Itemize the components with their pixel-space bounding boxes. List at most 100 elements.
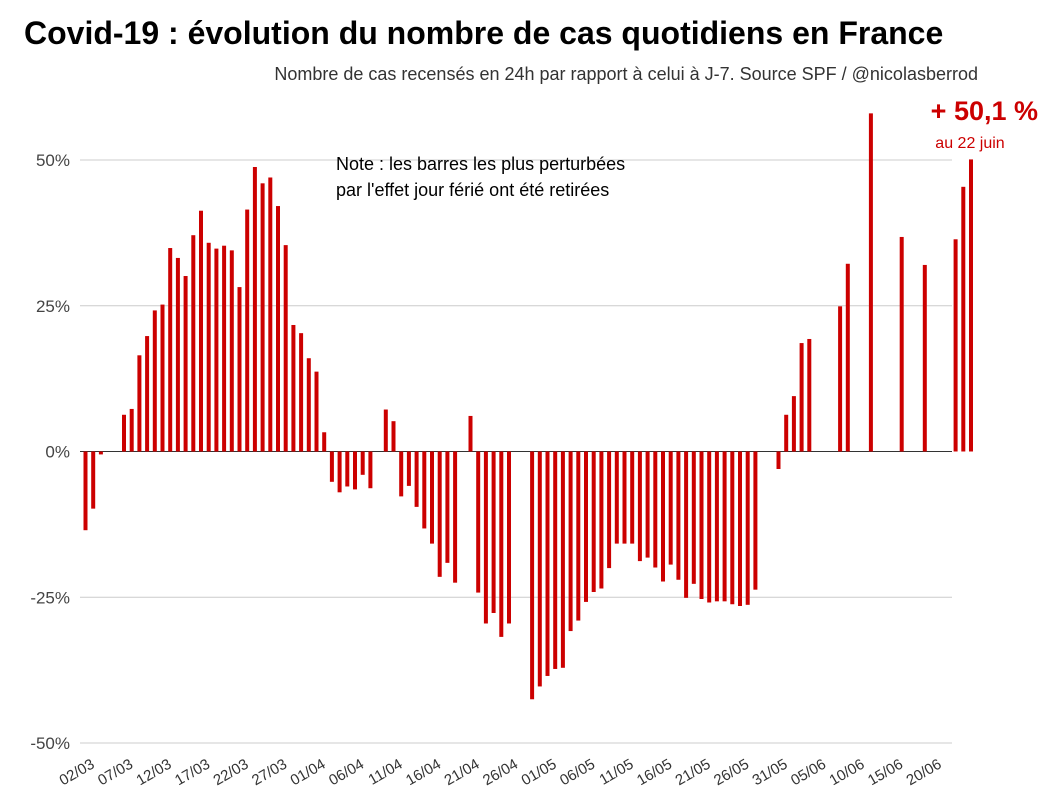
bar bbox=[322, 432, 327, 452]
bar bbox=[406, 451, 411, 486]
bar bbox=[661, 451, 665, 582]
bar bbox=[98, 451, 103, 455]
bar bbox=[630, 451, 635, 544]
x-tick-label: 06/05 bbox=[557, 756, 598, 789]
x-tick-label: 17/03 bbox=[172, 756, 213, 789]
bar bbox=[707, 451, 712, 603]
bar bbox=[799, 343, 804, 452]
bar bbox=[545, 451, 550, 676]
bars bbox=[83, 113, 973, 700]
bar bbox=[961, 186, 966, 452]
y-tick-label: 0% bbox=[45, 443, 70, 462]
bar bbox=[507, 451, 511, 624]
bar bbox=[714, 451, 719, 602]
bar bbox=[306, 358, 311, 452]
bar bbox=[214, 248, 219, 452]
bar bbox=[653, 451, 658, 568]
bar bbox=[91, 451, 96, 509]
bar bbox=[414, 451, 419, 507]
y-tick-label: 50% bbox=[36, 151, 70, 170]
bar bbox=[699, 451, 704, 599]
bar bbox=[345, 451, 350, 487]
bar bbox=[268, 177, 273, 452]
bar bbox=[122, 414, 126, 452]
bar bbox=[791, 396, 796, 452]
bar bbox=[730, 451, 735, 605]
bar bbox=[368, 451, 373, 489]
x-tick-label: 22/03 bbox=[210, 756, 251, 789]
bar bbox=[206, 242, 211, 452]
bar bbox=[468, 415, 473, 452]
bar bbox=[383, 409, 388, 452]
bar bbox=[668, 451, 673, 565]
bar bbox=[199, 210, 203, 452]
bar bbox=[584, 451, 588, 602]
bar bbox=[645, 451, 650, 558]
bar bbox=[329, 451, 334, 482]
bar bbox=[183, 276, 188, 452]
x-tick-label: 01/04 bbox=[287, 756, 328, 789]
bar bbox=[969, 159, 973, 452]
highlight-date: au 22 juin bbox=[935, 135, 1004, 152]
x-tick-label: 11/05 bbox=[596, 756, 636, 789]
bar bbox=[476, 451, 481, 593]
bar bbox=[145, 336, 150, 452]
y-tick-label: 25% bbox=[36, 297, 70, 316]
y-tick-label: -50% bbox=[30, 734, 70, 753]
bar bbox=[591, 451, 596, 593]
bar bbox=[845, 263, 850, 452]
chart-note-line-1: Note : les barres les plus perturbées bbox=[336, 154, 625, 174]
x-tick-label: 15/06 bbox=[865, 756, 906, 789]
bar bbox=[491, 451, 496, 613]
chart-note-line-2: par l'effet jour férié ont été retirées bbox=[336, 180, 609, 200]
bar bbox=[838, 306, 843, 452]
bar bbox=[237, 287, 242, 452]
x-tick-label: 02/03 bbox=[56, 756, 97, 789]
x-tick-label: 07/03 bbox=[95, 756, 136, 789]
bar bbox=[745, 451, 750, 605]
bar bbox=[314, 371, 319, 452]
bar bbox=[530, 451, 535, 700]
x-tick-label: 26/04 bbox=[480, 756, 521, 789]
chart-title: Covid-19 : évolution du nombre de cas qu… bbox=[24, 15, 943, 51]
bar bbox=[776, 451, 781, 469]
bar bbox=[83, 451, 88, 531]
bar bbox=[160, 304, 165, 452]
bar bbox=[899, 236, 904, 452]
bar bbox=[445, 451, 450, 563]
x-tick-label: 31/05 bbox=[749, 756, 790, 789]
bar bbox=[245, 209, 250, 452]
bar bbox=[560, 451, 565, 668]
bar bbox=[191, 235, 196, 452]
bar bbox=[260, 183, 265, 452]
bar bbox=[684, 451, 689, 598]
bar bbox=[953, 239, 958, 452]
bar bbox=[753, 451, 758, 590]
chart-subtitle: Nombre de cas recensés en 24h par rappor… bbox=[274, 64, 978, 84]
bar bbox=[175, 257, 180, 452]
y-axis-ticks: 50% 25% 0% -25% -50% bbox=[30, 151, 70, 753]
bar bbox=[353, 451, 357, 490]
x-axis-ticks: 02/0307/0312/0317/0322/0327/0301/0406/04… bbox=[56, 756, 944, 789]
bar bbox=[553, 451, 558, 669]
bar bbox=[453, 451, 458, 583]
bar bbox=[622, 451, 627, 544]
bar bbox=[738, 451, 742, 606]
bar bbox=[360, 451, 365, 475]
x-tick-label: 16/04 bbox=[403, 756, 444, 789]
bar bbox=[922, 264, 927, 452]
x-tick-label: 12/03 bbox=[133, 756, 174, 789]
bar bbox=[283, 245, 288, 452]
x-tick-label: 11/04 bbox=[365, 756, 405, 789]
bar bbox=[276, 206, 280, 452]
y-tick-label: -25% bbox=[30, 588, 70, 607]
bar bbox=[430, 451, 434, 544]
bar bbox=[868, 113, 873, 452]
bar bbox=[252, 166, 257, 452]
bar bbox=[568, 451, 573, 632]
gridlines bbox=[80, 159, 952, 744]
bar bbox=[599, 451, 604, 589]
bar bbox=[576, 451, 581, 621]
x-tick-label: 16/05 bbox=[634, 756, 675, 789]
bar bbox=[229, 250, 234, 452]
